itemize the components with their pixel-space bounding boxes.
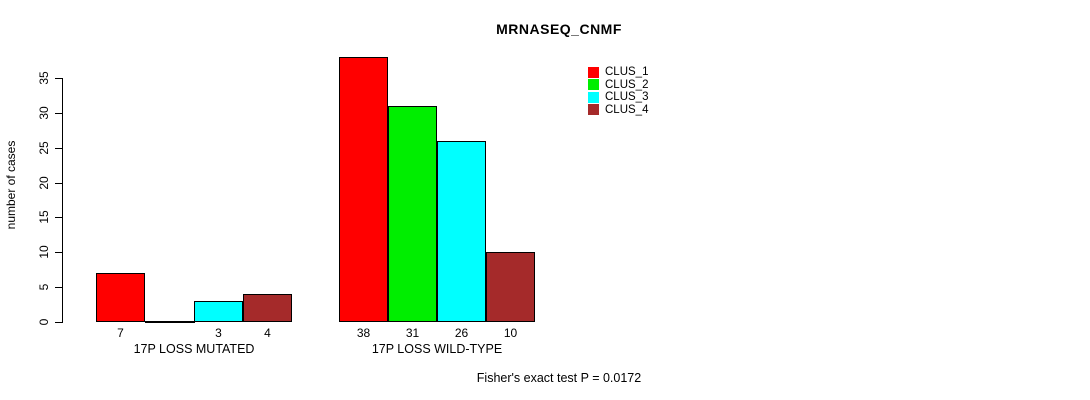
- y-axis-tick: [55, 252, 62, 254]
- legend-swatch-clus-1: [588, 66, 599, 78]
- bar-value-label: 31: [405, 326, 420, 340]
- legend-item-clus-1: CLUS_1: [588, 66, 648, 79]
- y-axis-tick: [55, 78, 62, 80]
- y-axis-tick: [55, 217, 62, 219]
- bar-value-label: 7: [117, 326, 124, 340]
- legend-label-clus-4: CLUS_4: [605, 103, 649, 116]
- bar-value-label: 38: [356, 326, 371, 340]
- fisher-test-annotation: Fisher's exact test P = 0.0172: [476, 371, 642, 385]
- category-label: 17P LOSS WILD-TYPE: [371, 342, 503, 356]
- y-axis-tick-label: 25: [37, 141, 51, 155]
- y-axis-tick: [55, 322, 62, 323]
- y-axis-tick: [55, 112, 62, 114]
- y-axis-tick-label: 15: [37, 210, 51, 225]
- y-axis-tick: [55, 147, 62, 149]
- legend-item-clus-3: CLUS_3: [588, 91, 648, 104]
- bar-value-label: 3: [215, 326, 222, 340]
- legend-swatch-clus-3: [588, 91, 599, 103]
- bar-clus-4-group2: [486, 252, 535, 322]
- y-axis-tick-label: 0: [37, 318, 51, 326]
- bar-clus-2-group2: [388, 105, 437, 322]
- chart-legend: CLUS_1 CLUS_2 CLUS_3 CLUS_4: [588, 66, 648, 116]
- y-axis-tick: [55, 182, 62, 184]
- bar-value-label: 10: [503, 326, 518, 340]
- bar-clus-1-group1: [96, 273, 145, 322]
- y-axis-tick-label: 10: [37, 245, 51, 259]
- bar-clus-3-group1: [194, 301, 243, 322]
- y-axis-tick: [55, 287, 62, 289]
- y-axis-tick-label: 20: [37, 175, 51, 190]
- bar-value-label: 26: [454, 326, 469, 340]
- y-axis-line: [62, 78, 63, 323]
- bar-clus-1-group2: [339, 57, 388, 322]
- legend-swatch-clus-2: [588, 79, 599, 91]
- legend-item-clus-2: CLUS_2: [588, 79, 648, 92]
- y-axis-title: number of cases: [4, 140, 18, 230]
- bar-clus-3-group2: [437, 140, 486, 322]
- zero-bar-clus-2-group1: [145, 321, 195, 323]
- y-axis-tick-label: 35: [37, 71, 51, 85]
- bar-clus-4-group1: [243, 294, 292, 322]
- bar-value-label: 4: [264, 326, 271, 340]
- legend-swatch-clus-4: [588, 104, 599, 116]
- legend-label-clus-2: CLUS_2: [605, 78, 649, 91]
- y-axis-tick-label: 30: [37, 106, 51, 120]
- legend-label-clus-1: CLUS_1: [605, 66, 649, 79]
- y-axis-tick-label: 5: [37, 283, 51, 291]
- category-label: 17P LOSS MUTATED: [133, 342, 255, 356]
- chart-title: MRNASEQ_CNMF: [496, 21, 622, 37]
- legend-item-clus-4: CLUS_4: [588, 104, 648, 117]
- legend-label-clus-3: CLUS_3: [605, 91, 649, 104]
